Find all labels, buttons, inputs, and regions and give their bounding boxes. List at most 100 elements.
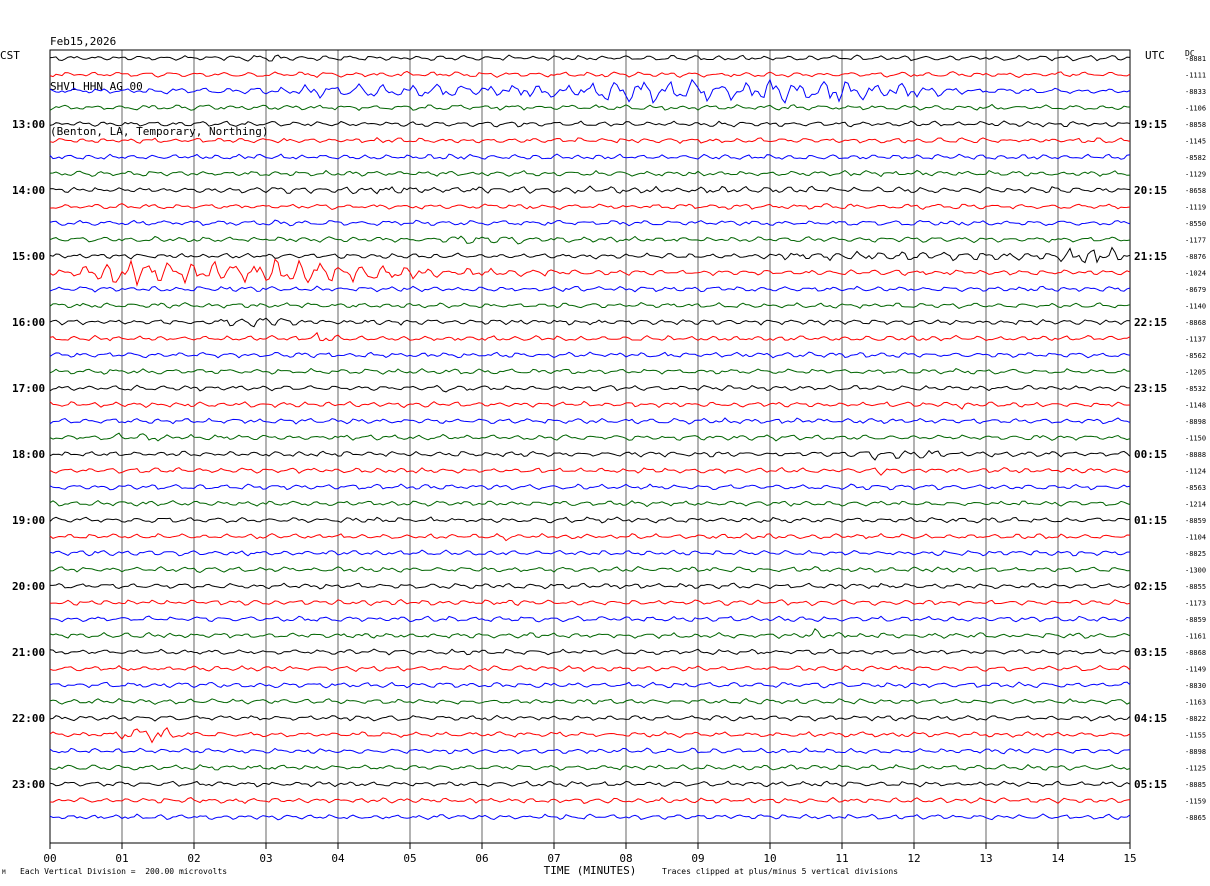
dc-offset-label: -8679 [1185,286,1206,294]
seismic-trace [49,813,1131,821]
dc-offset-label: -8855 [1185,583,1206,591]
dc-offset-label: -1214 [1185,501,1206,509]
x-tick-label: 06 [475,852,488,865]
left-hour-label: 23:00 [12,778,45,791]
dc-offset-label: -1150 [1185,435,1206,443]
dc-offset-label: -1205 [1185,369,1206,377]
date-label: Feb15,2026 [50,35,117,48]
seismic-trace [49,417,1131,425]
dc-offset-header: DC [1185,49,1195,58]
seismic-trace [49,432,1131,442]
corner-mark: M [2,869,6,876]
dc-offset-label: -8563 [1185,484,1206,492]
seismic-trace [49,449,1131,461]
seismic-trace [49,384,1131,393]
left-hour-label: 22:00 [12,712,45,725]
dc-offset-label: -8868 [1185,649,1206,657]
x-tick-label: 14 [1051,852,1065,865]
right-hour-label: 19:15 [1134,118,1167,131]
dc-offset-label: -8833 [1185,88,1206,96]
seismic-trace [49,302,1131,309]
seismic-trace [49,532,1131,542]
right-hour-label: 00:15 [1134,448,1167,461]
x-tick-label: 07 [547,852,560,865]
dc-offset-label: -1300 [1185,567,1206,575]
seismic-trace [49,331,1131,342]
dc-offset-label: -1024 [1185,270,1206,278]
x-tick-label: 15 [1123,852,1136,865]
dc-offset-label: -1163 [1185,699,1206,707]
scale-note: Each Vertical Division = 200.00 microvol… [20,867,228,876]
right-hour-label: 01:15 [1134,514,1167,527]
dc-offset-label: -1137 [1185,336,1206,344]
seismic-trace [49,246,1131,264]
right-hour-label: 05:15 [1134,778,1167,791]
seismic-trace [49,285,1131,293]
seismic-trace [49,169,1131,178]
dc-offset-label: -1159 [1185,798,1206,806]
left-hour-label: 19:00 [12,514,45,527]
dc-offset-label: -8898 [1185,418,1206,426]
seismic-trace [49,726,1131,744]
seismic-trace [49,219,1131,227]
seismic-trace [49,628,1131,640]
dc-offset-label: -1125 [1185,765,1206,773]
x-tick-label: 10 [763,852,776,865]
seismic-trace [49,549,1131,557]
dc-offset-label: -8859 [1185,517,1206,525]
right-hour-label: 21:15 [1134,250,1167,263]
seismic-trace [49,137,1131,144]
dc-offset-label: -1173 [1185,600,1206,608]
seismic-trace [49,185,1131,195]
dc-offset-label: -8888 [1185,451,1206,459]
x-tick-label: 00 [43,852,56,865]
x-axis-title: TIME (MINUTES) [544,864,637,877]
dc-offset-label: -1111 [1185,72,1206,80]
right-hour-label: 02:15 [1134,580,1167,593]
seismic-trace [49,599,1131,607]
x-tick-label: 01 [115,852,128,865]
seismic-trace [49,466,1131,476]
dc-offset-label: -8532 [1185,385,1206,393]
dc-offset-label: -8881 [1185,55,1206,63]
left-timezone-label: CST [0,49,20,62]
seismic-trace [49,120,1131,128]
dc-offset-label: -8822 [1185,715,1206,723]
x-tick-label: 02 [187,852,200,865]
seismic-trace [49,566,1131,574]
right-hour-label: 20:15 [1134,184,1167,197]
dc-offset-label: -1119 [1185,204,1206,212]
dc-offset-label: -8550 [1185,220,1206,228]
seismic-trace [50,615,1131,623]
x-tick-label: 11 [835,852,848,865]
left-hour-label: 18:00 [12,448,45,461]
dc-offset-label: -8876 [1185,253,1206,261]
dc-offset-label: -8885 [1185,781,1206,789]
x-tick-label: 03 [259,852,272,865]
dc-offset-label: -8865 [1185,814,1206,822]
dc-offset-label: -1177 [1185,237,1206,245]
left-hour-label: 15:00 [12,250,45,263]
dc-offset-label: -8868 [1185,319,1206,327]
seismic-trace [49,780,1131,788]
x-tick-label: 12 [907,852,920,865]
clip-note: Traces clipped at plus/minus 5 vertical … [662,867,899,876]
dc-offset-label: -1148 [1185,402,1206,410]
x-tick-label: 08 [619,852,632,865]
right-hour-label: 23:15 [1134,382,1167,395]
right-hour-label: 22:15 [1134,316,1167,329]
dc-offset-label: -1145 [1185,138,1206,146]
x-tick-label: 09 [691,852,704,865]
left-hour-label: 20:00 [12,580,45,593]
seismic-trace [49,747,1131,755]
seismic-trace [49,764,1131,771]
location-label: (Benton, LA, Temporary, Northing) [50,125,269,138]
dc-offset-label: -1155 [1185,732,1206,740]
x-tick-label: 04 [331,852,345,865]
seismic-trace [49,54,1131,62]
dc-offset-label: -8859 [1185,616,1206,624]
dc-offset-label: -8582 [1185,154,1206,162]
dc-offset-label: -1104 [1185,534,1206,542]
dc-offset-label: -1149 [1185,666,1206,674]
